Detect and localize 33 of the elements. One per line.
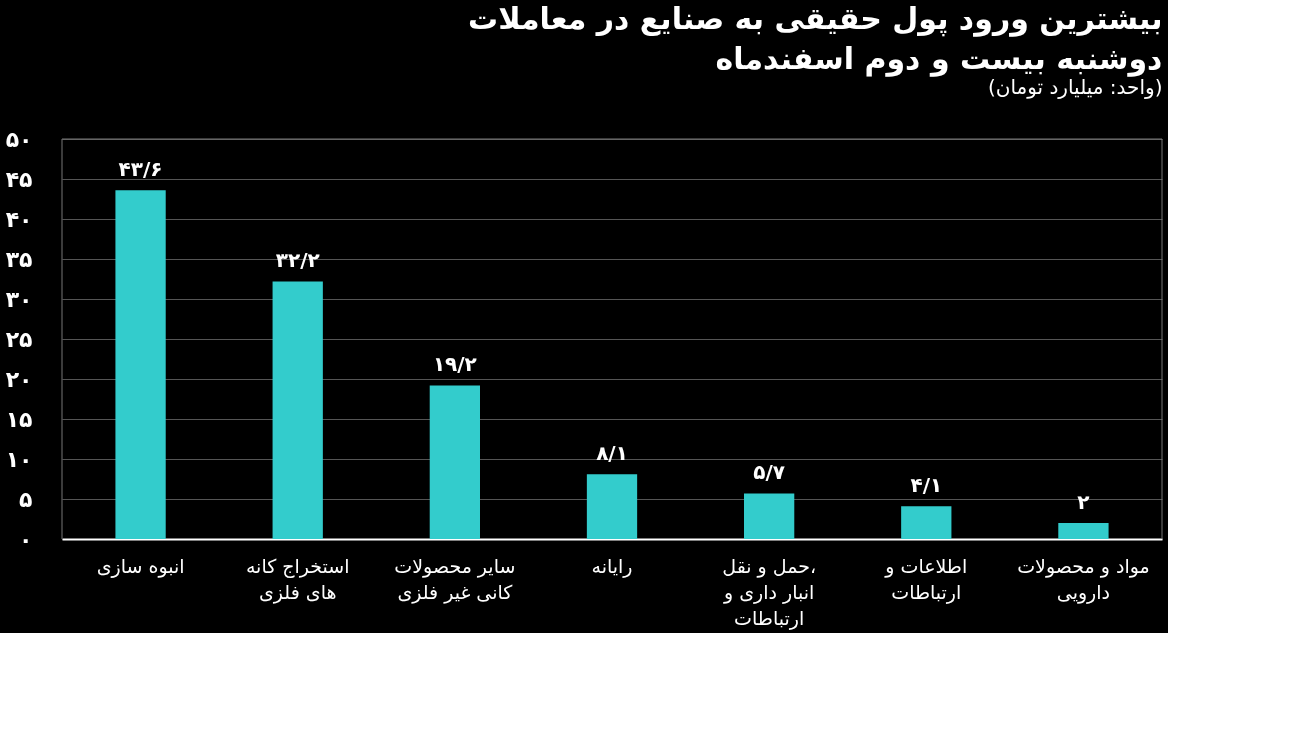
- x-tick-label: استخراج کانه های فلزی: [245, 554, 350, 604]
- bar: [115, 190, 166, 539]
- y-tick-label: ۴۵: [5, 166, 33, 192]
- y-tick-label: ۲۰: [5, 366, 33, 392]
- y-tick-label: ۲۵: [5, 326, 33, 352]
- y-tick-label: ۵۰: [5, 126, 33, 152]
- bar: [1058, 523, 1109, 539]
- y-tick-label: ۱۵: [5, 406, 33, 432]
- x-tick-label: مواد و محصولات دارویی: [1017, 554, 1150, 604]
- bar: [744, 493, 795, 539]
- bar: [586, 474, 638, 539]
- y-tick-label: ۰: [19, 526, 33, 552]
- y-tick-label: ۴۰: [5, 206, 33, 232]
- data-label: ۵/۷: [753, 460, 785, 485]
- y-tick-label: ۳۵: [5, 246, 33, 272]
- x-tick-label: اطلاعات و ارتباطات: [884, 554, 968, 604]
- x-tick-label: سایر محصولات کانی غیر فلزی: [394, 554, 516, 604]
- bar: [429, 385, 480, 539]
- data-label: ۸/۱: [596, 441, 628, 466]
- data-label: ۴۳/۶: [118, 157, 163, 182]
- x-tick-label: انبوه سازی: [96, 554, 185, 578]
- bar: [272, 281, 323, 539]
- data-label: ۲: [1077, 490, 1090, 514]
- chart-title: بیشترین ورود پول حقیقی به صنایع در معاملات دوشنبه بیست و دوم اسفندماه: [468, 1, 1163, 77]
- y-tick-label: ۳۰: [5, 286, 33, 312]
- data-label: ۱۹/۲: [432, 352, 477, 377]
- x-tick-label: حمل و نقل، انبار داری و ارتباطات: [722, 554, 817, 630]
- bar: [901, 506, 952, 539]
- y-tick-label: ۱۰: [5, 446, 33, 472]
- data-label: ۴/۱: [910, 473, 943, 498]
- x-tick-label: رایانه: [591, 554, 633, 578]
- y-tick-label: ۵: [19, 486, 33, 512]
- data-label: ۳۲/۲: [275, 248, 320, 273]
